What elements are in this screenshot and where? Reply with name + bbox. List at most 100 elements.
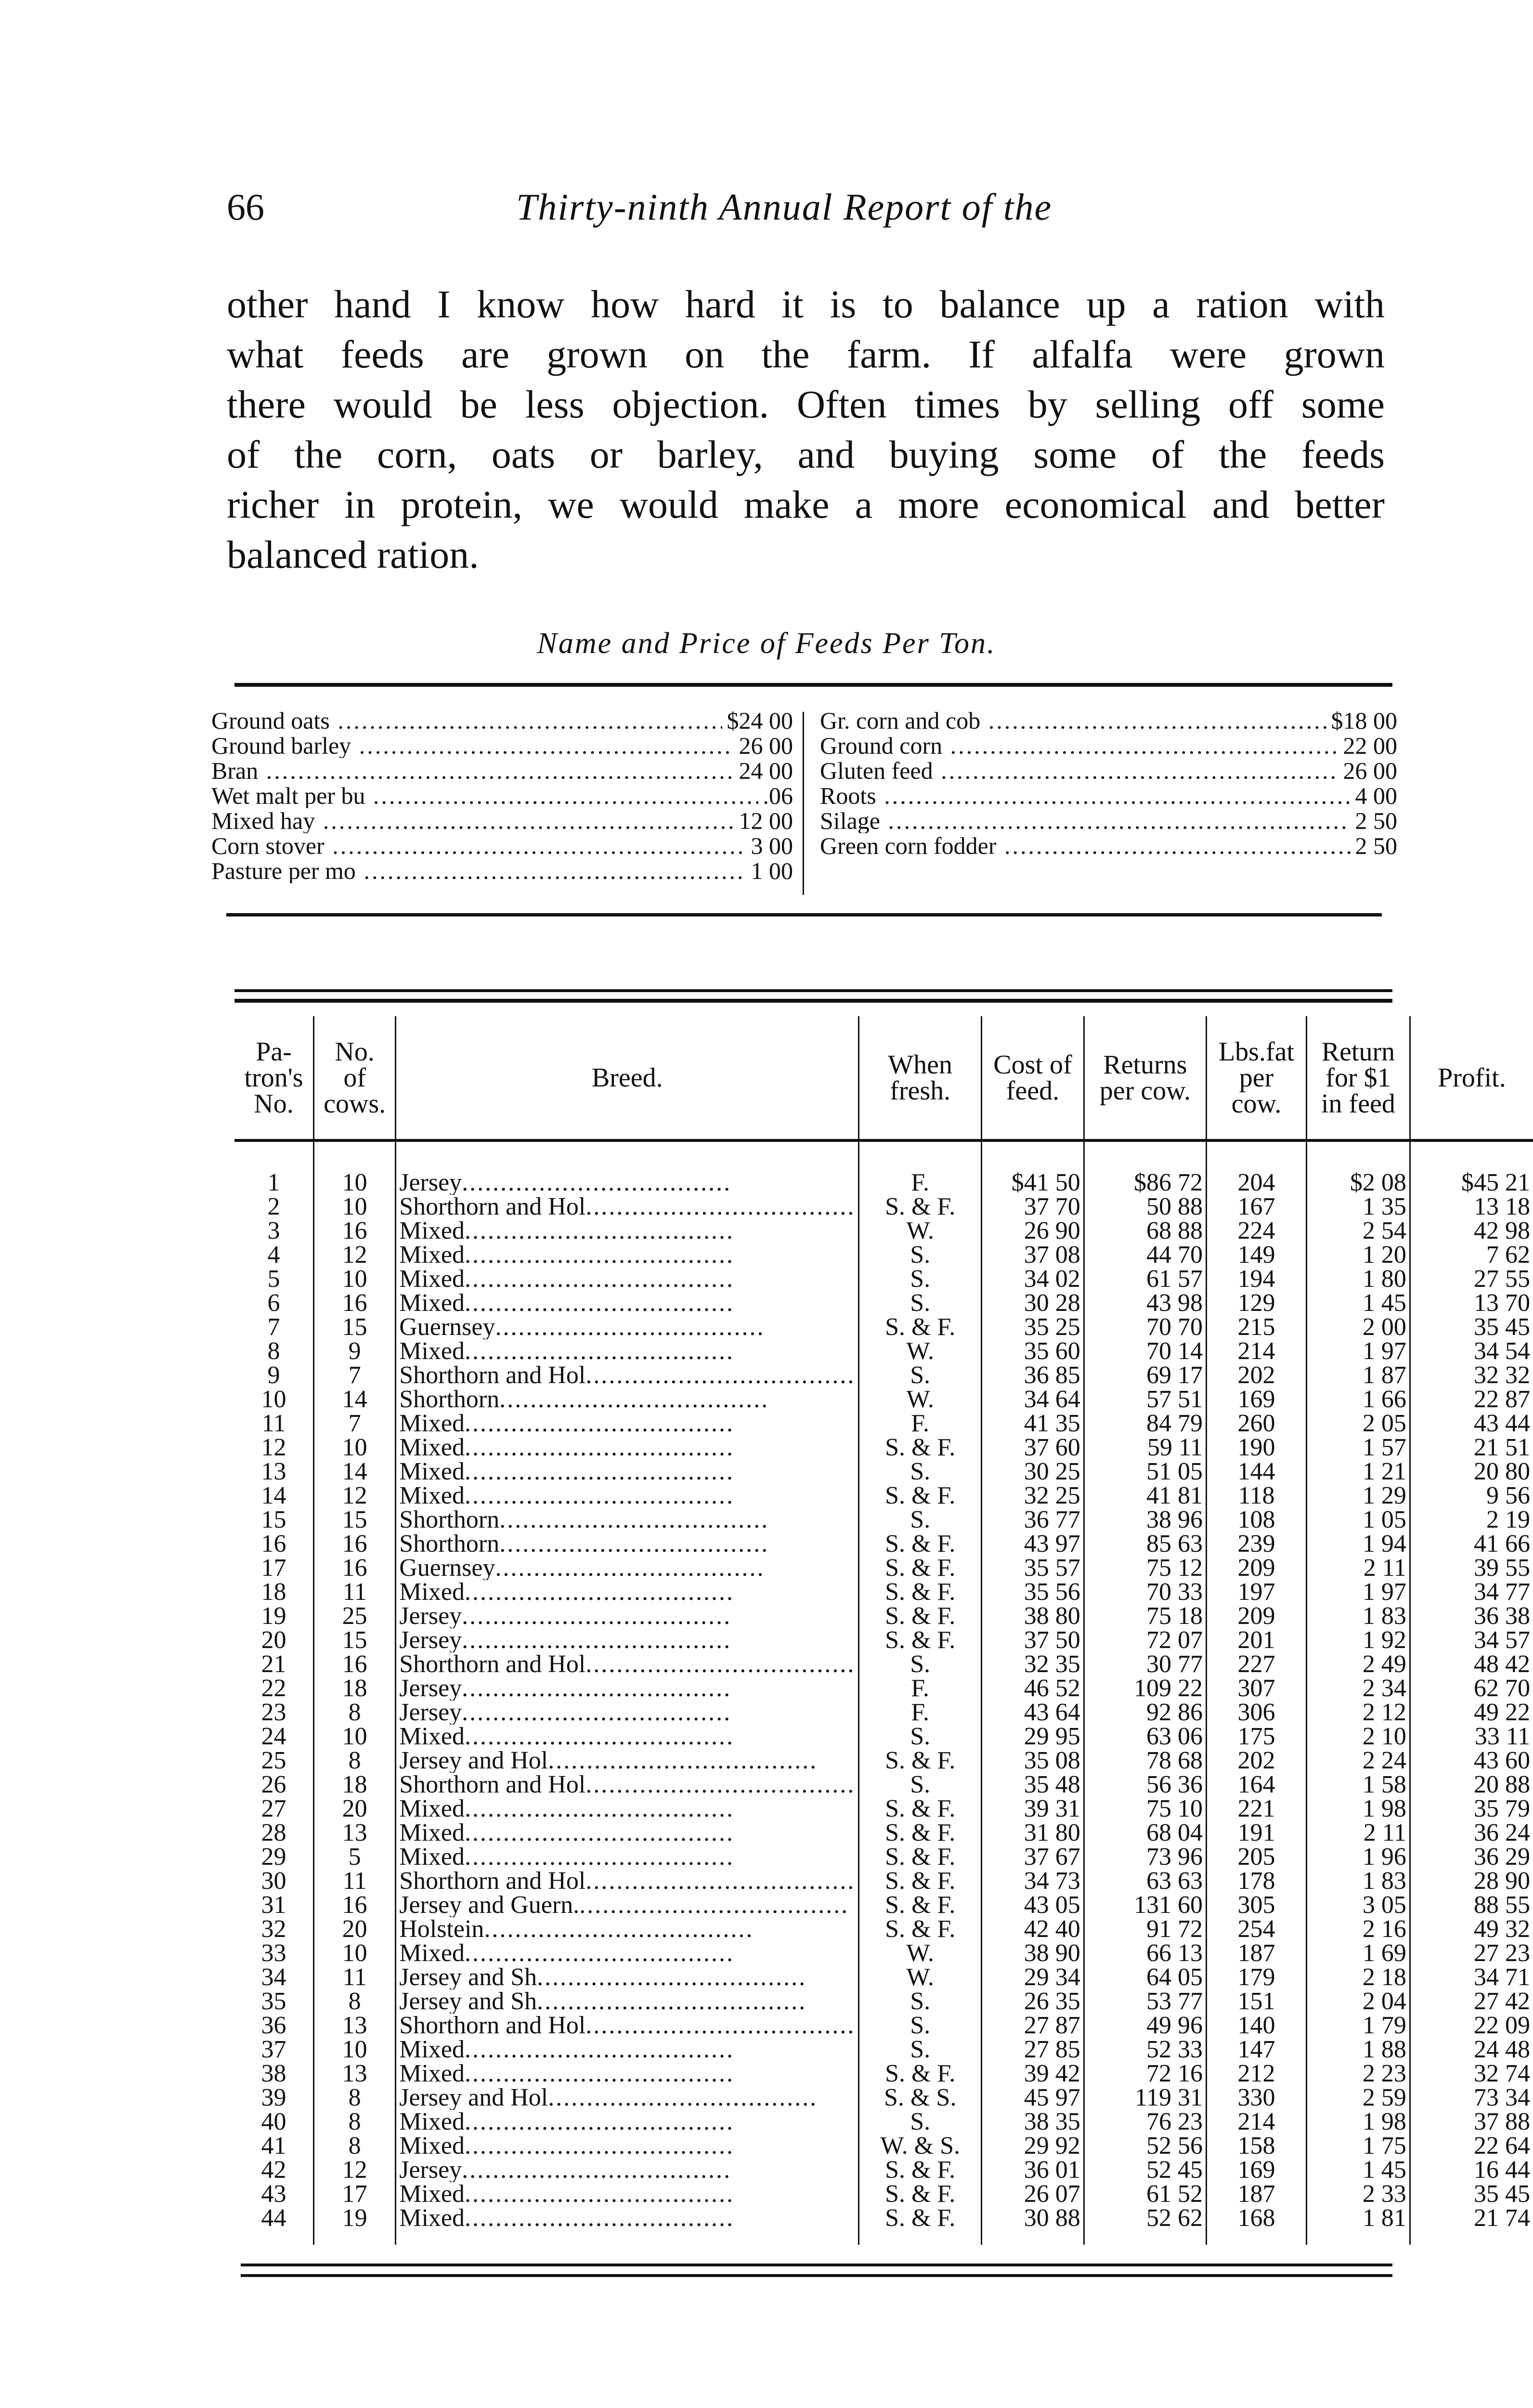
cell-lbs-fat-per-cow: 175 bbox=[1205, 1725, 1307, 1749]
cell-when-fresh: S. & F. bbox=[858, 1749, 982, 1773]
feed-price: 24 00 bbox=[739, 757, 793, 784]
cell-profit: 27 55 bbox=[1409, 1267, 1533, 1291]
cell-return-per-dollar-feed: 2 12 bbox=[1306, 1701, 1410, 1725]
paragraph-line: other hand I know how hard it is to bala… bbox=[227, 282, 1385, 326]
feed-name: Mixed hay bbox=[211, 808, 734, 833]
feed-row: Roots4 00 bbox=[820, 783, 1397, 808]
cell-cost-of-feed: 36 01 bbox=[981, 2158, 1084, 2182]
cell-return-per-dollar-feed: 2 16 bbox=[1306, 1917, 1410, 1941]
cell-number-of-cows: 8 bbox=[313, 1701, 396, 1725]
cell-returns-per-cow: 56 36 bbox=[1083, 1773, 1207, 1797]
cell-patron-number: 8 bbox=[267, 1339, 280, 1363]
breed-text: Mixed bbox=[399, 1219, 734, 1243]
column-divider bbox=[803, 712, 804, 895]
breed-text: Mixed bbox=[399, 2062, 734, 2086]
cell-return-per-dollar-feed: 2 49 bbox=[1306, 1652, 1410, 1676]
feed-name: Green corn fodder bbox=[820, 833, 1351, 858]
spacer-cell bbox=[858, 1140, 982, 1171]
cell-breed: Mixed bbox=[395, 2134, 859, 2158]
breed-text: Mixed bbox=[399, 1339, 734, 1363]
cell-profit: 36 29 bbox=[1409, 1845, 1533, 1869]
cell-breed: Mixed bbox=[395, 1291, 859, 1315]
cell-breed: Jersey bbox=[395, 1701, 859, 1725]
cell-lbs-fat-per-cow: 158 bbox=[1205, 2134, 1307, 2158]
feed-price-caption: Name and Price of Feeds Per Ton. bbox=[537, 627, 996, 660]
cell-profit: 41 66 bbox=[1409, 1532, 1533, 1556]
cell-lbs-fat-per-cow: 209 bbox=[1205, 1604, 1307, 1628]
breed-text: Shorthorn bbox=[399, 1387, 769, 1412]
cell-breed: Guernsey bbox=[395, 1315, 859, 1339]
cell-when-fresh: S. bbox=[858, 1773, 982, 1797]
cell-when-fresh: S. & F. bbox=[858, 2206, 982, 2230]
feed-row: Ground corn22 00 bbox=[820, 733, 1397, 758]
cell-profit: 21 74 bbox=[1409, 2206, 1533, 2230]
feed-price: 4 00 bbox=[1355, 782, 1398, 809]
cell-number-of-cows: 8 bbox=[313, 2134, 396, 2158]
feed-name: Corn stover bbox=[211, 833, 746, 858]
cell-cost-of-feed: 26 07 bbox=[981, 2182, 1084, 2206]
cell-number-of-cows: 8 bbox=[313, 1749, 396, 1773]
cell-breed: Jersey and Guern. bbox=[395, 1893, 859, 1917]
cell-returns-per-cow: 84 79 bbox=[1083, 1412, 1207, 1436]
column-header-lbs-fat-per-cow: Lbs.fat per cow. bbox=[1205, 1016, 1307, 1142]
cell-breed: Mixed bbox=[395, 1725, 859, 1749]
cell-return-per-dollar-feed: 1 45 bbox=[1306, 1291, 1410, 1315]
cell-returns-per-cow: 38 96 bbox=[1083, 1508, 1207, 1532]
cell-number-of-cows: 12 bbox=[313, 1243, 396, 1267]
cell-returns-per-cow: 70 33 bbox=[1083, 1580, 1207, 1604]
cell-returns-per-cow: 75 10 bbox=[1083, 1797, 1207, 1821]
cell-lbs-fat-per-cow: 187 bbox=[1205, 2182, 1307, 2206]
cell-returns-per-cow: 41 81 bbox=[1083, 1484, 1207, 1508]
paragraph-line: richer in protein, we would make a more … bbox=[227, 483, 1385, 526]
cell-breed: Jersey bbox=[395, 2158, 859, 2182]
cell-cost-of-feed: 43 64 bbox=[981, 1701, 1084, 1725]
cell-patron-number: 1 bbox=[267, 1171, 280, 1195]
cell-cost-of-feed: 26 35 bbox=[981, 1989, 1084, 2014]
cell-patron-number: 37 bbox=[261, 2038, 286, 2062]
cell-when-fresh: S. & S. bbox=[858, 2086, 982, 2110]
cell-patron-number: 32 bbox=[261, 1917, 286, 1941]
cell-when-fresh: W. bbox=[858, 1219, 982, 1243]
breed-text: Mixed bbox=[399, 2038, 734, 2062]
cell-lbs-fat-per-cow: 140 bbox=[1205, 2014, 1307, 2038]
cell-returns-per-cow: 52 45 bbox=[1083, 2158, 1207, 2182]
breed-text: Guernsey bbox=[399, 1556, 765, 1580]
cell-return-per-dollar-feed: 1 94 bbox=[1306, 1532, 1410, 1556]
cell-number-of-cows: 10 bbox=[313, 1171, 396, 1195]
cell-returns-per-cow: 78 68 bbox=[1083, 1749, 1207, 1773]
column-header-number-of-cows: No. of cows. bbox=[313, 1016, 396, 1142]
cell-lbs-fat-per-cow: 190 bbox=[1205, 1436, 1307, 1460]
breed-text: Mixed bbox=[399, 1797, 734, 1821]
cell-lbs-fat-per-cow: 202 bbox=[1205, 1363, 1307, 1387]
cell-cost-of-feed: 30 88 bbox=[981, 2206, 1084, 2230]
cell-return-per-dollar-feed: 2 34 bbox=[1306, 1676, 1410, 1701]
cell-patron-number: 11 bbox=[261, 1412, 286, 1436]
spacer-cell bbox=[313, 1140, 396, 1171]
breed-text: Mixed bbox=[399, 1436, 734, 1460]
cell-return-per-dollar-feed: 1 81 bbox=[1306, 2206, 1410, 2230]
cell-breed: Mixed bbox=[395, 1797, 859, 1821]
cell-number-of-cows: 19 bbox=[313, 2206, 396, 2230]
cell-when-fresh: S. & F. bbox=[858, 1917, 982, 1941]
cell-profit: $45 21 bbox=[1409, 1171, 1533, 1195]
cell-profit: 43 60 bbox=[1409, 1749, 1533, 1773]
cell-breed: Shorthorn and Hol bbox=[395, 1773, 859, 1797]
cell-profit: 7 62 bbox=[1409, 1243, 1533, 1267]
cell-when-fresh: S. & F. bbox=[858, 1869, 982, 1893]
cell-number-of-cows: 13 bbox=[313, 1821, 396, 1845]
cell-return-per-dollar-feed: 2 11 bbox=[1306, 1821, 1410, 1845]
spacer-cell bbox=[1205, 1140, 1307, 1171]
